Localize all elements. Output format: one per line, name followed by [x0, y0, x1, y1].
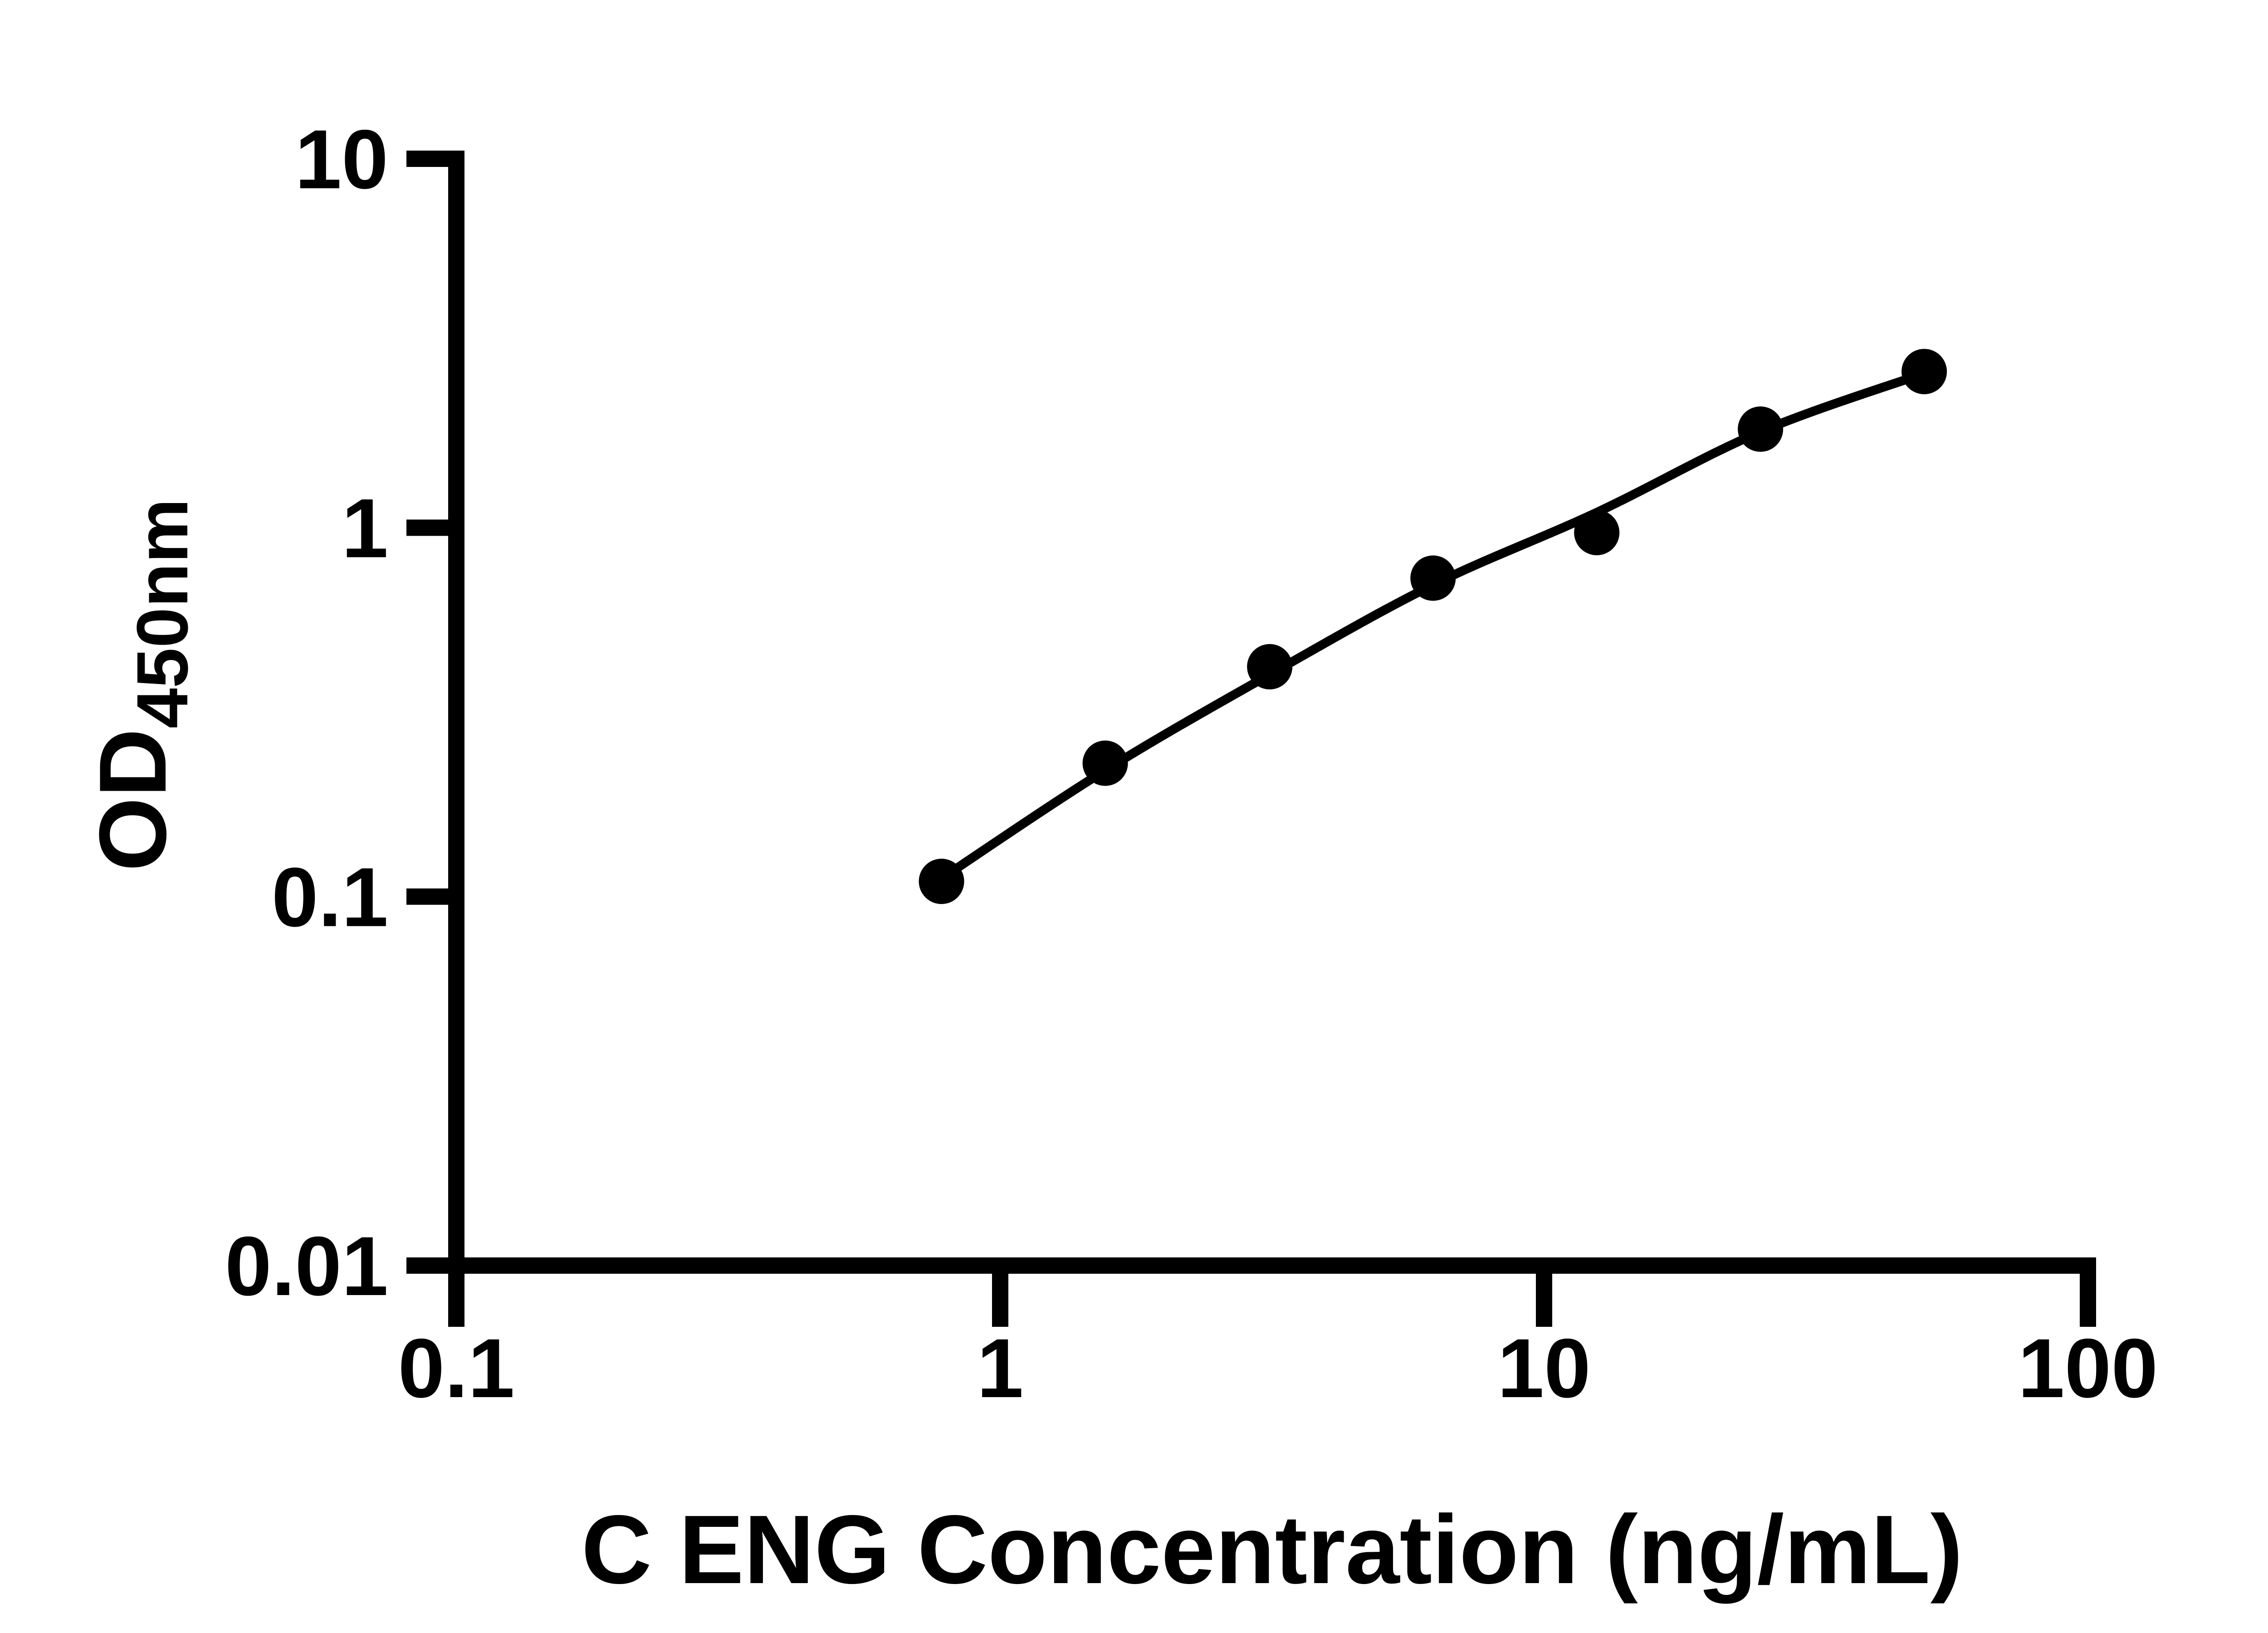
- y-axis-title-main: OD: [79, 728, 186, 871]
- x-tick-label-1: 1: [977, 1322, 1024, 1415]
- plot-series: [919, 349, 1947, 904]
- y-tick-label-0.1: 0.1: [272, 851, 388, 944]
- y-axis-title: OD450nm: [79, 499, 203, 871]
- x-tick-label-0.1: 0.1: [398, 1322, 514, 1415]
- x-tick-label-10: 10: [1497, 1322, 1591, 1415]
- data-point-0: [919, 859, 964, 904]
- data-point-1: [1082, 740, 1128, 786]
- data-point-3: [1410, 555, 1456, 601]
- data-point-6: [1901, 349, 1947, 395]
- y-axis-title-subscript: 450nm: [122, 499, 203, 728]
- x-tick-label-100: 100: [2018, 1322, 2158, 1415]
- axes: [406, 151, 2096, 1327]
- data-point-4: [1574, 510, 1620, 556]
- data-point-5: [1738, 406, 1784, 452]
- data-point-2: [1247, 644, 1293, 689]
- fit-curve: [939, 369, 1926, 882]
- x-axis-title: C ENG Concentration (ng/mL): [582, 1495, 1963, 1604]
- y-tick-label-1: 1: [342, 482, 388, 575]
- y-tick-label-10: 10: [295, 113, 388, 206]
- y-tick-label-0.01: 0.01: [225, 1220, 388, 1313]
